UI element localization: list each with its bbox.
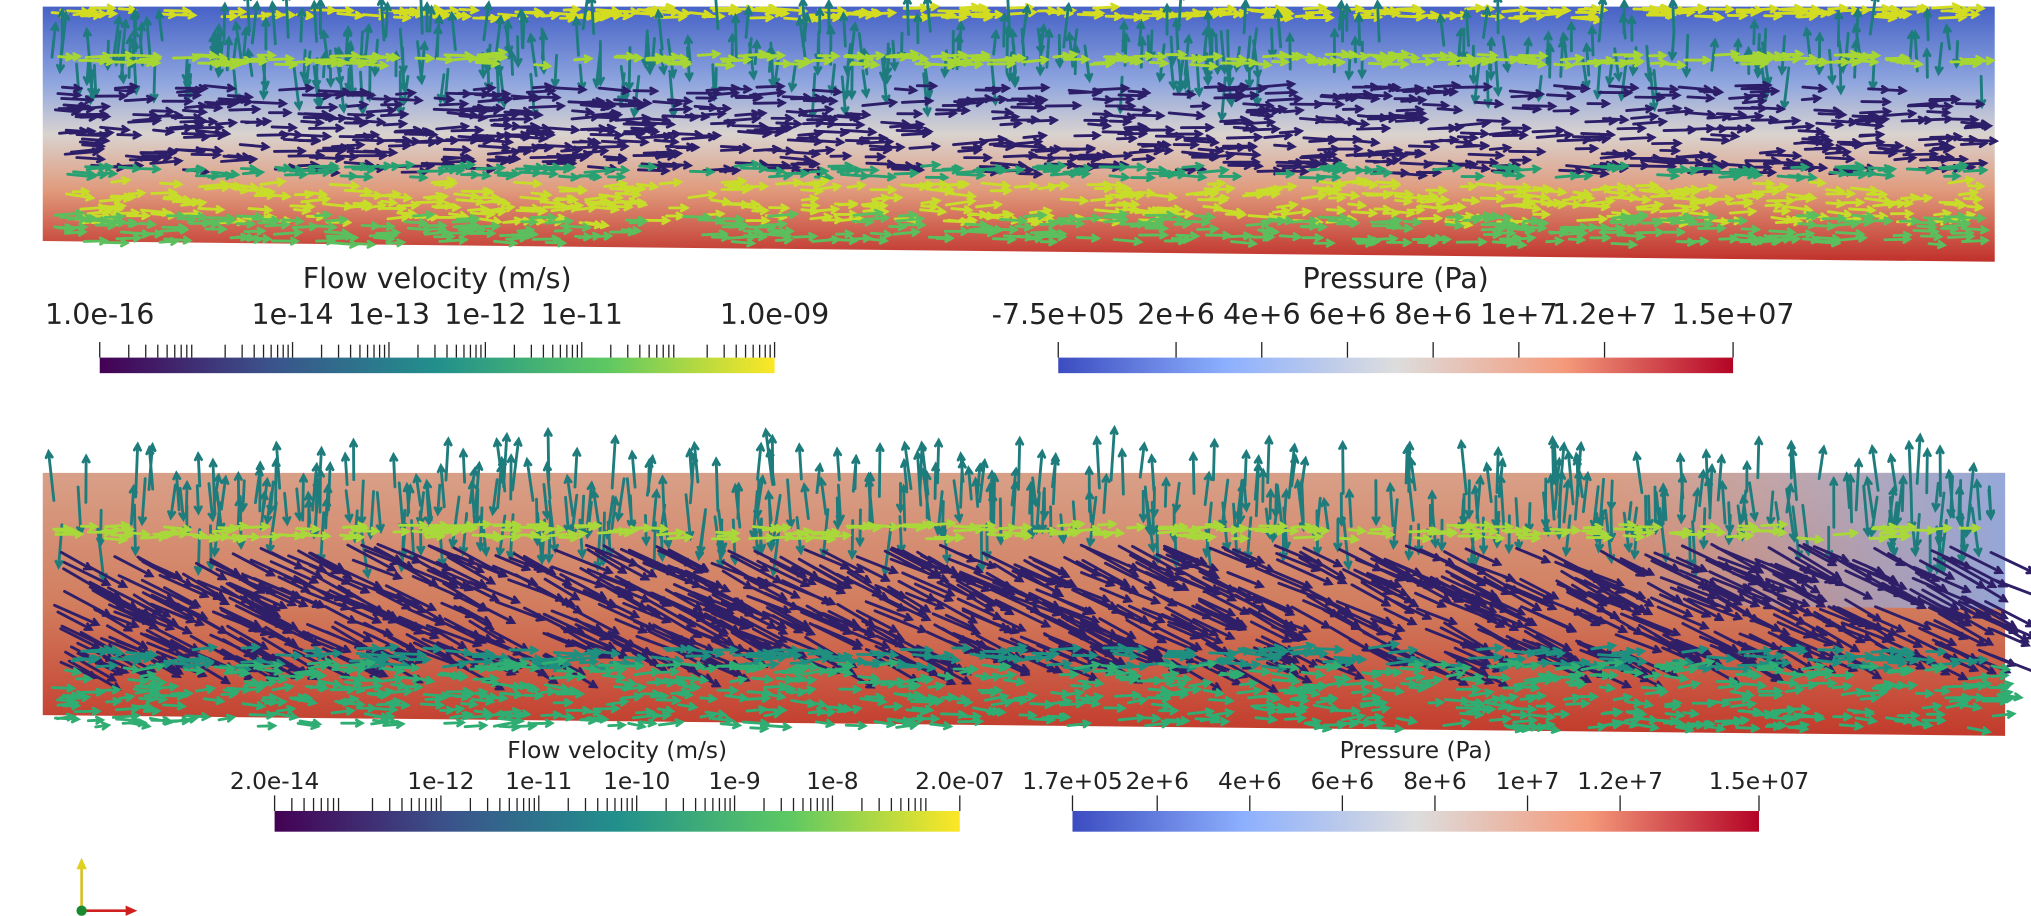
- colorbar-label: 1.0e-16: [45, 298, 154, 331]
- legend-title: Pressure (Pa): [1303, 262, 1489, 295]
- colorbar-label: 1e-10: [603, 768, 670, 795]
- page: {"panels":[ {"velocity_legend":{"title":…: [0, 0, 2031, 916]
- colorbar-label: 4e+6: [1218, 768, 1282, 795]
- colorbar-label: 1e-12: [407, 768, 474, 795]
- colorbar-label: 1.2e+7: [1552, 298, 1657, 331]
- colorbar-label: 2.0e-07: [915, 768, 1004, 795]
- colorbar-label: 2e+6: [1137, 298, 1215, 331]
- colorbar-label: 1.0e-09: [720, 298, 829, 331]
- colorbar-label: 1e-9: [708, 768, 760, 795]
- colorbar: [1072, 811, 1758, 832]
- colorbar-label: 2e+6: [1125, 768, 1188, 795]
- axes-triad: [76, 858, 137, 916]
- colorbar-label: 8e+6: [1394, 298, 1472, 331]
- colorbar-label: 1e-11: [541, 298, 623, 331]
- colorbar-label: 1.7e+05: [1022, 768, 1123, 795]
- legend-title: Flow velocity (m/s): [507, 737, 727, 764]
- colorbar-label: 2.0e-14: [230, 768, 319, 795]
- x-axis-head: [126, 906, 138, 916]
- render-view: Flow velocity (m/s) 1.0e-16 1e-14 1e-13 1e-1…: [0, 0, 2031, 916]
- colorbar-label: 1e+7: [1480, 298, 1558, 331]
- colorbar-label: 1.2e+7: [1577, 768, 1663, 795]
- colorbar: [1058, 358, 1733, 374]
- colorbar: [275, 811, 960, 832]
- legend-title: Pressure (Pa): [1340, 737, 1492, 764]
- colorbar-label: 1e-8: [806, 768, 858, 795]
- colorbar-label: 1e-14: [251, 298, 333, 331]
- colorbar-label: 6e+6: [1309, 298, 1387, 331]
- colorbar-label: 1e-11: [505, 768, 572, 795]
- colorbar-label: 8e+6: [1403, 768, 1467, 795]
- colorbar-label: 1.5e+07: [1709, 768, 1810, 795]
- colorbar-label: 1e-12: [444, 298, 526, 331]
- colorbar-label: -7.5e+05: [992, 298, 1125, 331]
- colorbar: [100, 358, 775, 374]
- colorbar-label: 1e-13: [348, 298, 430, 331]
- z-axis-dot: [76, 906, 86, 916]
- legend-title: Flow velocity (m/s): [303, 262, 572, 295]
- colorbar-label: 1e+7: [1496, 768, 1560, 795]
- colorbar-label: 4e+6: [1223, 298, 1301, 331]
- colorbar-label: 6e+6: [1311, 768, 1375, 795]
- colorbar-label: 1.5e+07: [1672, 298, 1795, 331]
- y-axis-head: [76, 858, 86, 870]
